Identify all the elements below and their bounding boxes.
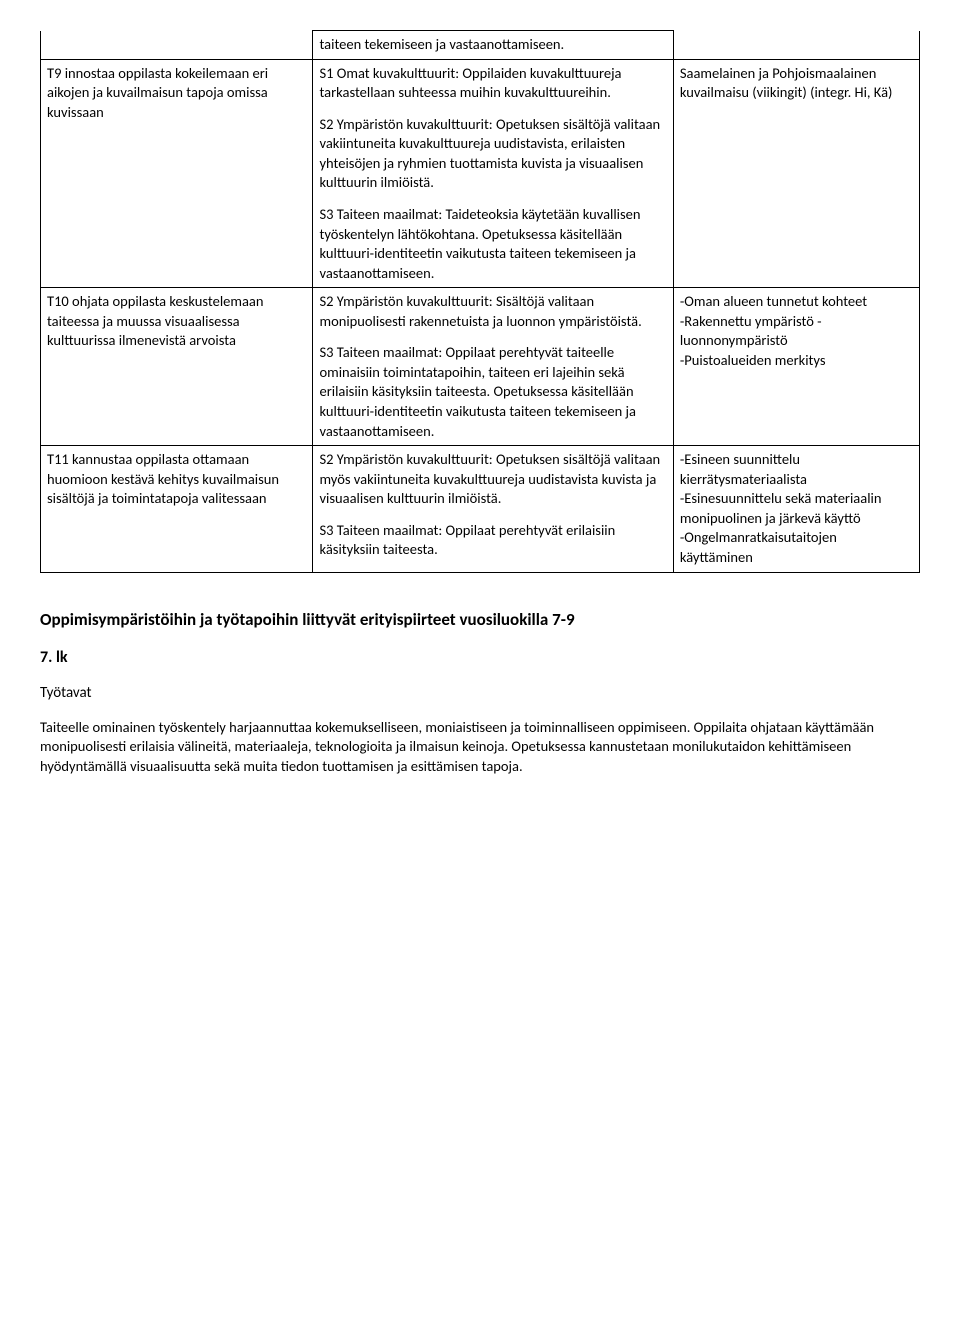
content-paragraph: S3 Taiteen maailmat: Oppilaat perehtyvät… [319,521,666,560]
cell-detail: -Oman alueen tunnetut kohteet-Rakennettu… [673,288,919,446]
cell-content: S2 Ympäristön kuvakulttuurit: Sisältöjä … [313,288,673,446]
table-row: T9 innostaa oppilasta kokeilemaan eri ai… [41,59,920,288]
cell-detail: Saamelainen ja Pohjoismaalainen kuvailma… [673,59,919,288]
body-paragraph: Taiteelle ominainen työskentely harjaann… [40,718,920,777]
cell-content: S1 Omat kuvakulttuurit: Oppilaiden kuvak… [313,59,673,288]
table-row: T10 ohjata oppilasta keskustelemaan tait… [41,288,920,446]
grade-label: 7. lk [40,647,920,669]
content-paragraph: S3 Taiteen maailmat: Oppilaat perehtyvät… [319,343,666,441]
curriculum-table: taiteen tekemiseen ja vastaanottamiseen.… [40,30,920,573]
table-row: taiteen tekemiseen ja vastaanottamiseen. [41,31,920,60]
table-row: T11 kannustaa oppilasta ottamaan huomioo… [41,446,920,572]
content-paragraph: S2 Ympäristön kuvakulttuurit: Opetuksen … [319,115,666,193]
content-paragraph: S2 Ympäristön kuvakulttuurit: Sisältöjä … [319,292,666,331]
subheading: Työtavat [40,683,920,703]
cell-detail: -Esineen suunnittelu kierrätysmateriaali… [673,446,919,572]
content-paragraph: S2 Ympäristön kuvakulttuurit: Opetuksen … [319,450,666,509]
cell-objective: T11 kannustaa oppilasta ottamaan huomioo… [41,446,313,572]
cell-objective: T10 ohjata oppilasta keskustelemaan tait… [41,288,313,446]
cell-detail [673,31,919,60]
cell-content: S2 Ympäristön kuvakulttuurit: Opetuksen … [313,446,673,572]
cell-content: taiteen tekemiseen ja vastaanottamiseen. [313,31,673,60]
content-paragraph: S1 Omat kuvakulttuurit: Oppilaiden kuvak… [319,64,666,103]
content-paragraph: S3 Taiteen maailmat: Taideteoksia käytet… [319,205,666,283]
cell-objective: T9 innostaa oppilasta kokeilemaan eri ai… [41,59,313,288]
section-heading: Oppimisympäristöihin ja työtapoihin liit… [40,609,920,632]
cell-objective [41,31,313,60]
content-paragraph: taiteen tekemiseen ja vastaanottamiseen. [319,35,666,55]
